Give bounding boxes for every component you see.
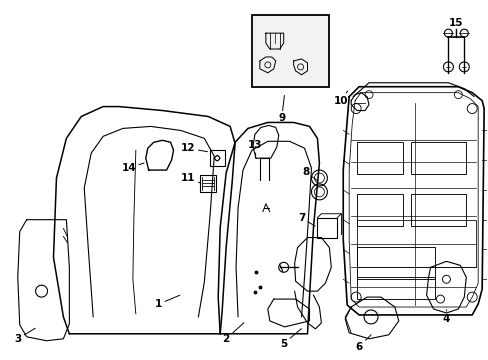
Text: 12: 12 (181, 143, 207, 153)
Text: 7: 7 (297, 213, 314, 226)
Text: 9: 9 (278, 95, 285, 123)
Text: 10: 10 (333, 91, 348, 105)
Text: 13: 13 (247, 140, 262, 156)
Text: 1: 1 (155, 295, 180, 309)
Text: 6: 6 (355, 335, 370, 352)
Text: 14: 14 (122, 163, 144, 173)
Text: 11: 11 (181, 173, 200, 183)
Text: 4: 4 (442, 310, 449, 324)
Text: 3: 3 (14, 328, 35, 344)
Text: 15: 15 (448, 18, 463, 33)
Text: 2: 2 (222, 323, 244, 344)
Polygon shape (251, 15, 328, 87)
Text: 5: 5 (280, 329, 301, 349)
Text: 8: 8 (301, 167, 317, 180)
